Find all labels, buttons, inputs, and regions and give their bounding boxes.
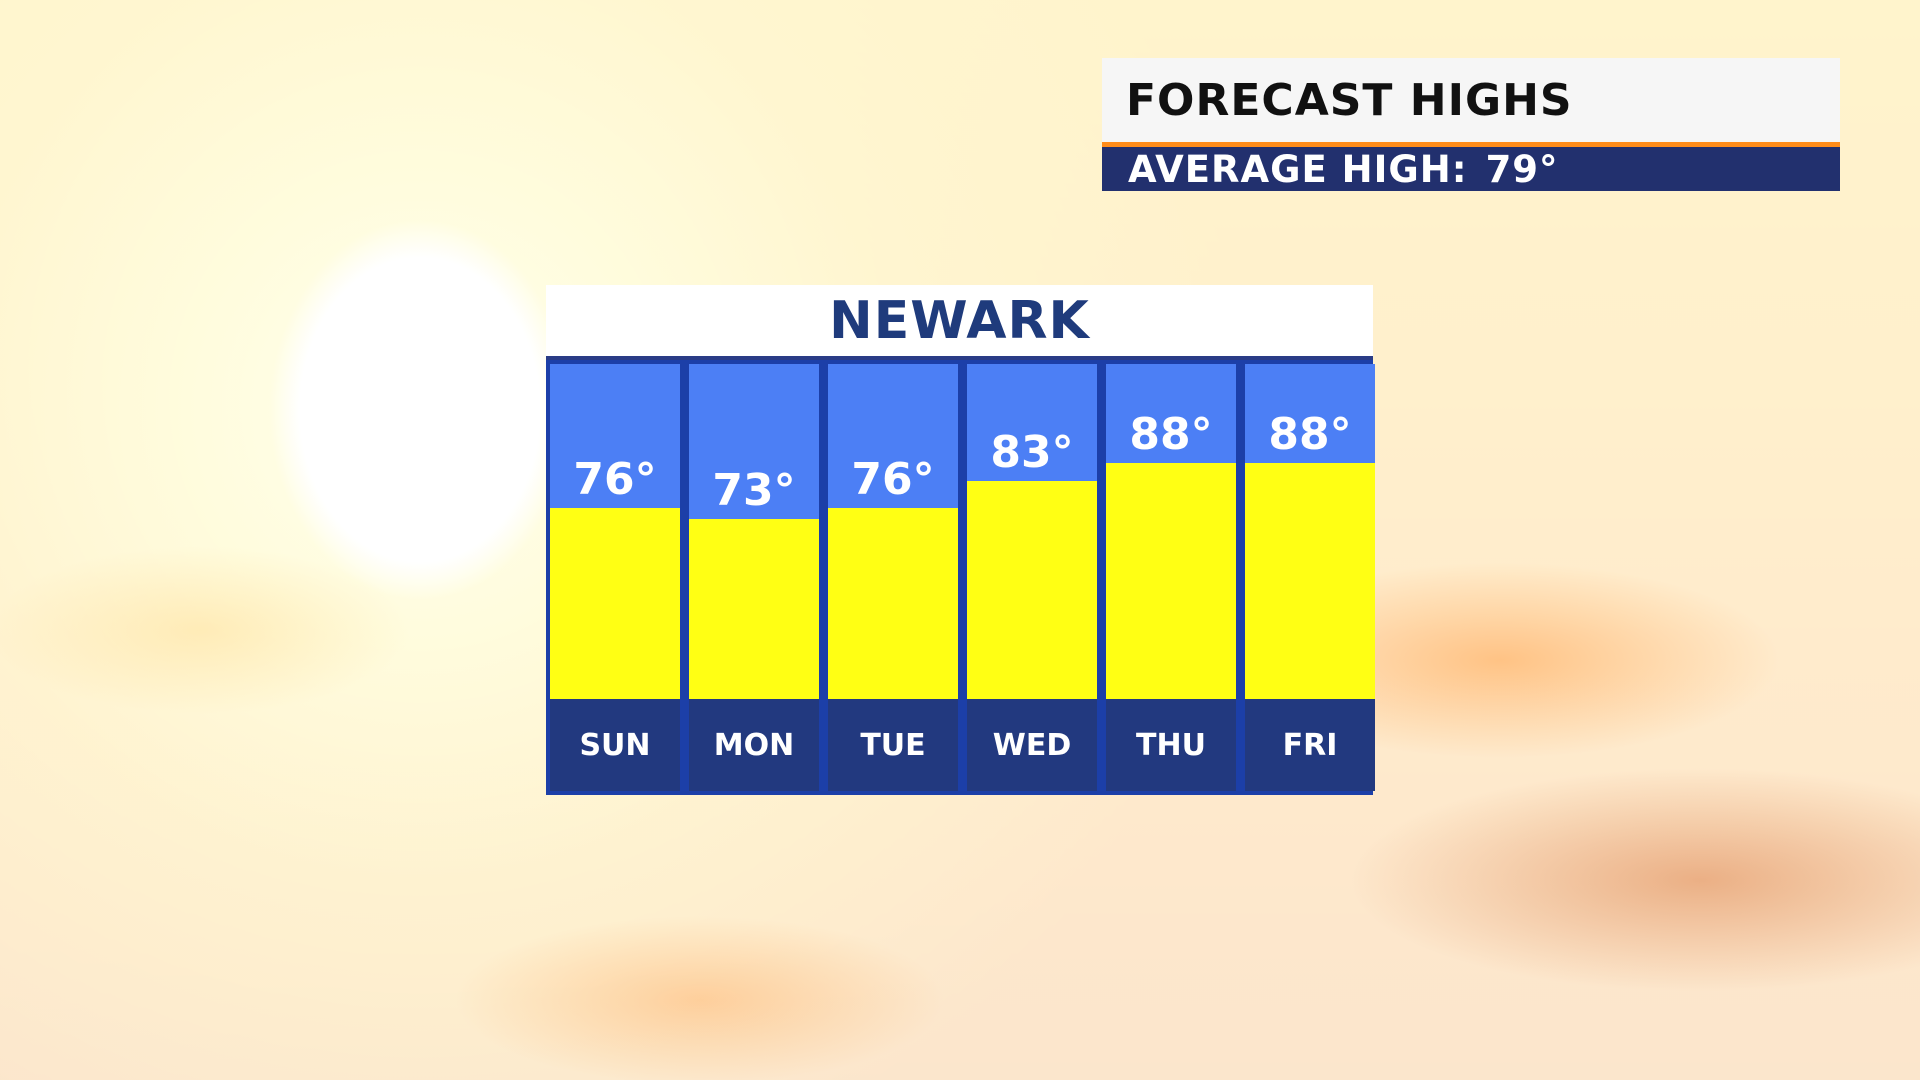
average-high-bar: AVERAGE HIGH: 79° bbox=[1102, 147, 1840, 191]
day-label: FRI bbox=[1245, 699, 1375, 791]
temperature-bar bbox=[967, 481, 1097, 699]
day-label: THU bbox=[1106, 699, 1236, 791]
temperature-bar bbox=[550, 508, 680, 699]
chart-body: 76° SUN 73° MON 76° TUE 83° WED 88° THU 88° FRI bbox=[546, 356, 1375, 795]
temperature-label: 83° bbox=[990, 427, 1074, 478]
header-title: FORECAST HIGHS bbox=[1102, 58, 1840, 147]
temperature-label: 76° bbox=[851, 454, 935, 505]
temperature-bar bbox=[689, 519, 819, 699]
chart-title: NEWARK bbox=[546, 285, 1373, 356]
day-label: MON bbox=[689, 699, 819, 791]
temperature-label: 88° bbox=[1268, 409, 1352, 460]
forecast-header: FORECAST HIGHS AVERAGE HIGH: 79° bbox=[1102, 58, 1840, 191]
day-column: 83° WED bbox=[967, 364, 1097, 791]
day-column: 88° FRI bbox=[1245, 364, 1375, 791]
day-label: SUN bbox=[550, 699, 680, 791]
day-column: 88° THU bbox=[1106, 364, 1236, 791]
average-high-value: 79° bbox=[1485, 147, 1559, 191]
temperature-label: 88° bbox=[1129, 409, 1213, 460]
average-high-label: AVERAGE HIGH: bbox=[1128, 147, 1468, 191]
day-label: WED bbox=[967, 699, 1097, 791]
temperature-bar bbox=[828, 508, 958, 699]
day-label: TUE bbox=[828, 699, 958, 791]
temperature-bar bbox=[1245, 463, 1375, 699]
day-column: 73° MON bbox=[689, 364, 819, 791]
day-column: 76° TUE bbox=[828, 364, 958, 791]
temperature-label: 73° bbox=[712, 465, 796, 516]
temperature-bar bbox=[1106, 463, 1236, 699]
forecast-chart: NEWARK 76° SUN 73° MON 76° TUE 83° WED 88° THU 88°… bbox=[546, 285, 1375, 795]
day-column: 76° SUN bbox=[550, 364, 680, 791]
temperature-label: 76° bbox=[573, 454, 657, 505]
